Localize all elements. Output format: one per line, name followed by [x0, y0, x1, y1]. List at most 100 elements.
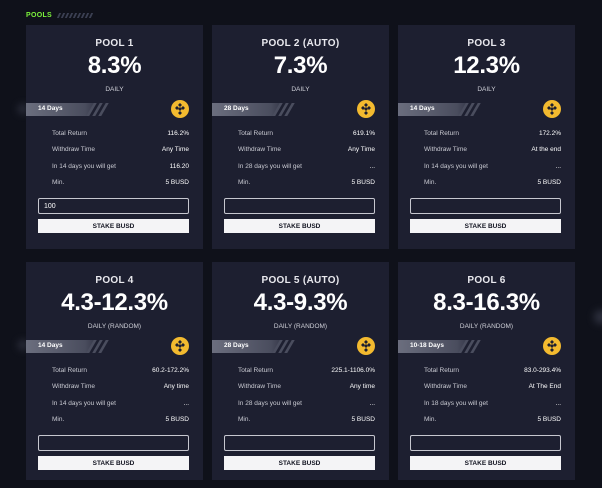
pools-title: POOLS	[26, 11, 53, 19]
busd-coin-icon	[543, 337, 561, 355]
stat-value: Any time	[163, 383, 189, 391]
stake-busd-button[interactable]: STAKE BUSD	[38, 219, 189, 233]
pool-name: POOL 6	[467, 275, 506, 286]
stat-value: Any time	[349, 383, 375, 391]
stat-label: Total Return	[52, 366, 88, 374]
stat-value: ...	[555, 162, 561, 170]
pool-stats: Total Return 225.1-1106.0% Withdraw Time An…	[212, 356, 389, 428]
pool-name: POOL 3	[467, 38, 506, 49]
duration-banner	[26, 103, 96, 116]
stat-row: Min. 5 BUSD	[424, 412, 561, 429]
stat-label: Withdraw Time	[52, 383, 95, 391]
stat-row: In 28 days you will get...	[238, 395, 375, 412]
duration-banner	[26, 340, 96, 353]
pool-card: POOL 1 8.3% DAILY 14 Days Total Return 116.2%…	[26, 25, 203, 249]
stat-label: Withdraw Time	[424, 146, 467, 154]
stat-label: In 14 days you will get	[52, 162, 116, 170]
stat-label: Min.	[52, 416, 65, 424]
stake-amount-input[interactable]	[224, 435, 375, 451]
pool-header: POOL 6 8.3-16.3% DAILY (RANDOM)	[398, 262, 575, 330]
pool-rate: 4.3-12.3%	[61, 289, 168, 316]
header-stripes	[56, 12, 94, 18]
stat-value: Any Time	[161, 146, 189, 154]
stat-row: In 28 days you will get...	[238, 158, 375, 175]
stake-busd-button[interactable]: STAKE BUSD	[410, 219, 561, 233]
stat-row: Min. 5 BUSD	[52, 412, 189, 429]
stat-label: Min.	[52, 179, 65, 187]
pool-period: DAILY (RANDOM)	[87, 323, 142, 330]
pool-header: POOL 5 (AUTO) 4.3-9.3% DAILY (RANDOM)	[212, 262, 389, 330]
stat-value: 225.1-1106.0%	[331, 366, 375, 374]
duration-stripes	[458, 103, 481, 116]
pool-rate: 8.3%	[87, 52, 142, 79]
stat-value: 83.0-293.4%	[524, 366, 561, 374]
stat-label: Total Return	[424, 366, 460, 374]
stake-busd-button[interactable]: STAKE BUSD	[224, 219, 375, 233]
stat-row: In 18 days you will get...	[424, 395, 561, 412]
pool-period: DAILY	[105, 86, 124, 93]
stat-value: 116.2%	[167, 129, 189, 137]
background-glow	[594, 310, 602, 324]
pool-period: DAILY (RANDOM)	[273, 323, 328, 330]
stake-busd-button[interactable]: STAKE BUSD	[38, 456, 189, 470]
stake-amount-input[interactable]	[38, 198, 189, 214]
pool-header: POOL 3 12.3% DAILY	[398, 25, 575, 93]
stat-row: Withdraw Time At The End	[424, 379, 561, 396]
stat-label: Total Return	[238, 366, 274, 374]
stat-label: In 28 days you will get	[238, 399, 302, 407]
duration-row: 10-18 Days	[398, 337, 575, 356]
duration-row: 28 Days	[212, 337, 389, 356]
duration-stripes	[458, 340, 481, 353]
stat-row: Total Return 172.2%	[424, 125, 561, 142]
stake-amount-input[interactable]	[38, 435, 189, 451]
duration-label: 14 Days	[410, 105, 435, 112]
stake-busd-button[interactable]: STAKE BUSD	[224, 456, 375, 470]
pool-rate: 7.3%	[273, 52, 328, 79]
pool-period: DAILY	[477, 86, 496, 93]
stat-value: ...	[183, 399, 189, 407]
pool-stats: Total Return 60.2-172.2% Withdraw Time Any …	[26, 356, 203, 428]
duration-label: 10-18 Days	[410, 342, 444, 349]
duration-banner	[398, 340, 468, 353]
stat-label: Total Return	[238, 129, 274, 137]
pool-card: POOL 3 12.3% DAILY 14 Days Total Return 172.2…	[398, 25, 575, 249]
duration-label: 28 Days	[224, 105, 249, 112]
duration-banner	[398, 103, 468, 116]
stat-row: In 14 days you will get...	[52, 395, 189, 412]
stat-value: 5 BUSD	[351, 416, 375, 424]
pool-name: POOL 4	[95, 275, 134, 286]
duration-label: 14 Days	[38, 342, 63, 349]
stake-busd-button[interactable]: STAKE BUSD	[410, 456, 561, 470]
stat-label: Total Return	[424, 129, 460, 137]
stat-value: 116.20	[169, 162, 189, 170]
pool-period: DAILY	[291, 86, 310, 93]
stat-value: 5 BUSD	[537, 416, 561, 424]
stat-row: Total Return 225.1-1106.0%	[238, 362, 375, 379]
stat-value: At the end	[531, 146, 561, 154]
stat-row: Withdraw Time At the end	[424, 142, 561, 159]
background-glow	[18, 340, 28, 350]
stat-label: Total Return	[52, 129, 88, 137]
pool-header: POOL 4 4.3-12.3% DAILY (RANDOM)	[26, 262, 203, 330]
stat-row: Withdraw Time Any time	[238, 379, 375, 396]
stake-amount-input[interactable]	[224, 198, 375, 214]
stat-value: 60.2-172.2%	[152, 366, 189, 374]
stat-row: Total Return 60.2-172.2%	[52, 362, 189, 379]
busd-coin-icon	[357, 100, 375, 118]
stake-amount-input[interactable]	[410, 198, 561, 214]
stat-label: In 14 days you will get	[424, 162, 488, 170]
stat-value: ...	[555, 399, 561, 407]
pool-period: DAILY (RANDOM)	[459, 323, 514, 330]
stat-row: Withdraw Time Any time	[52, 379, 189, 396]
stat-row: Min. 5 BUSD	[424, 175, 561, 192]
pools-header: POOLS	[26, 9, 94, 21]
duration-stripes	[272, 340, 295, 353]
pool-name: POOL 5 (AUTO)	[261, 275, 340, 286]
duration-label: 28 Days	[224, 342, 249, 349]
stat-row: In 14 days you will get 116.20	[52, 158, 189, 175]
stat-row: Min. 5 BUSD	[238, 175, 375, 192]
busd-coin-icon	[171, 100, 189, 118]
duration-banner	[212, 340, 282, 353]
stake-amount-input[interactable]	[410, 435, 561, 451]
stat-label: Withdraw Time	[238, 383, 281, 391]
